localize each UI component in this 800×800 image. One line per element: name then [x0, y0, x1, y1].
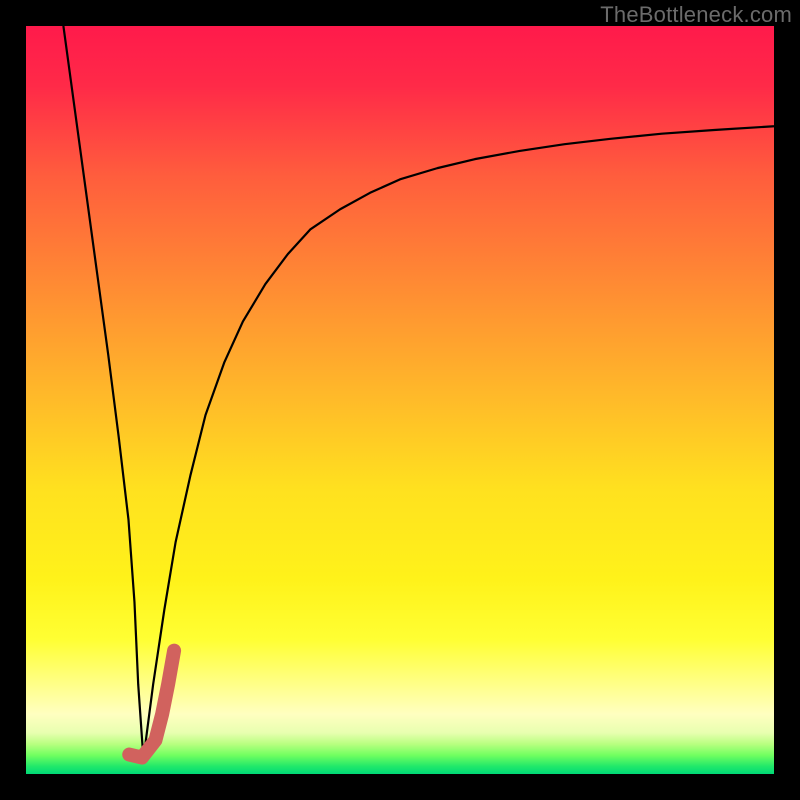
watermark-text: TheBottleneck.com — [600, 2, 792, 28]
chart-svg — [26, 26, 774, 774]
plot-area — [26, 26, 774, 774]
